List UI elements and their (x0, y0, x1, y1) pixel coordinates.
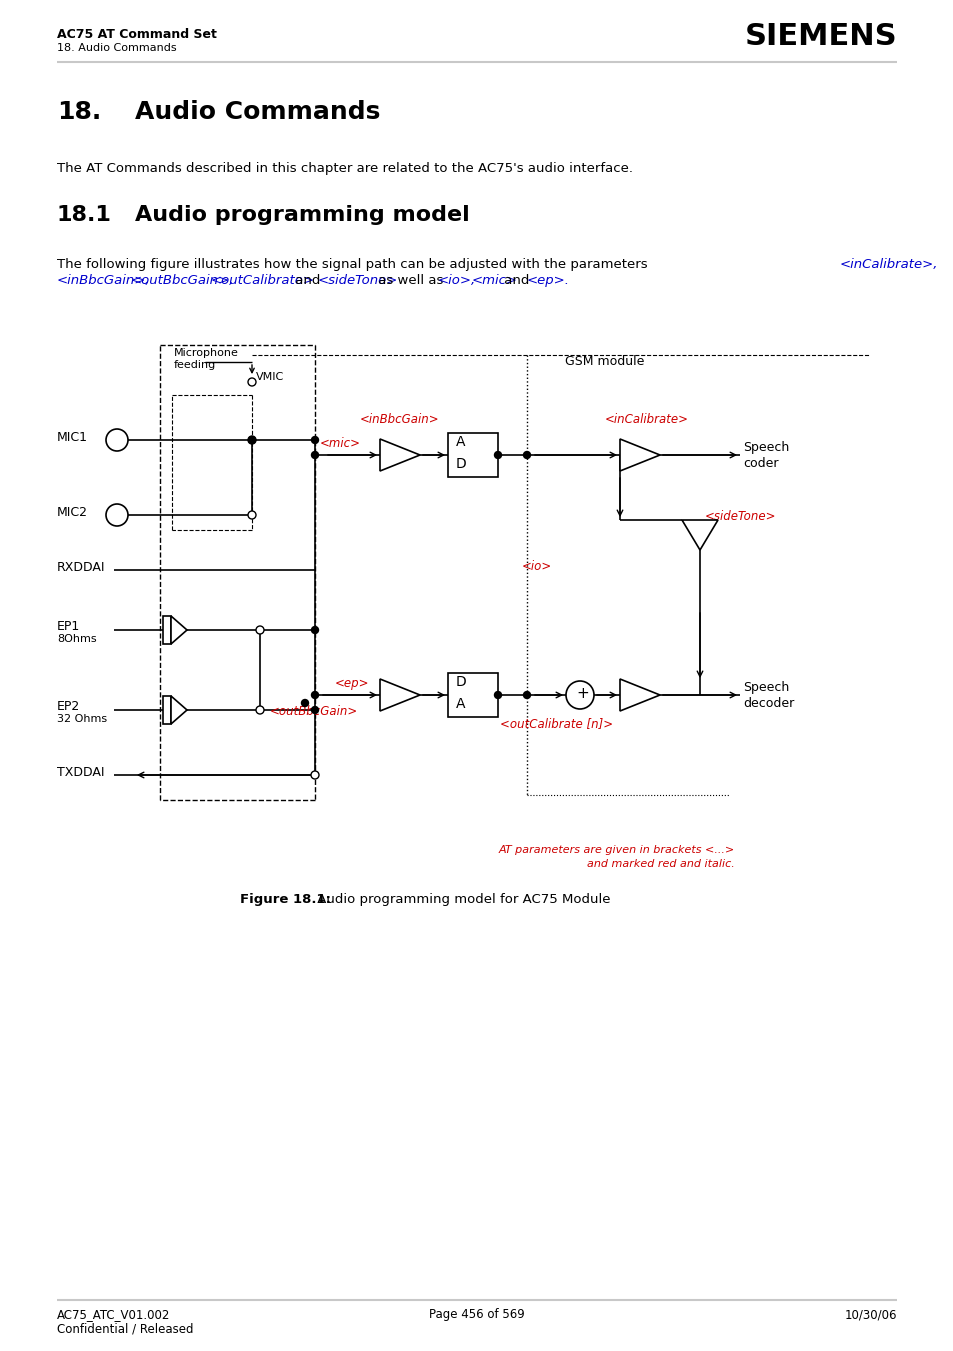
Text: <inCalibrate>,: <inCalibrate>, (840, 258, 938, 272)
Circle shape (312, 707, 318, 713)
Text: Page 456 of 569: Page 456 of 569 (429, 1308, 524, 1321)
Bar (448, 673, 497, 717)
Text: <inCalibrate>: <inCalibrate> (604, 413, 688, 426)
Text: TXDDAI: TXDDAI (57, 766, 105, 780)
Circle shape (494, 451, 501, 458)
Text: D: D (456, 676, 466, 689)
Text: AC75_ATC_V01.002: AC75_ATC_V01.002 (57, 1308, 171, 1321)
Circle shape (523, 451, 530, 458)
Text: <outBbcGain>,: <outBbcGain>, (131, 274, 234, 286)
Text: and: and (291, 274, 324, 286)
Circle shape (312, 692, 318, 698)
Text: EP2: EP2 (57, 700, 80, 713)
Bar (163, 696, 171, 724)
Text: Speech: Speech (742, 440, 788, 454)
Circle shape (248, 436, 255, 443)
Polygon shape (379, 680, 419, 711)
Text: The AT Commands described in this chapter are related to the AC75's audio interf: The AT Commands described in this chapte… (57, 162, 633, 176)
Circle shape (248, 511, 255, 519)
Text: <inBbcGain>,: <inBbcGain>, (57, 274, 151, 286)
Text: AC75 AT Command Set: AC75 AT Command Set (57, 28, 216, 41)
Text: <sideTone>: <sideTone> (316, 274, 397, 286)
Text: RXDDAI: RXDDAI (57, 561, 106, 574)
Text: 10/30/06: 10/30/06 (843, 1308, 896, 1321)
Text: and marked red and italic.: and marked red and italic. (587, 859, 734, 869)
Text: GSM module: GSM module (564, 355, 643, 367)
Text: <outBbcGain>: <outBbcGain> (270, 705, 358, 717)
Text: Microphone: Microphone (173, 349, 238, 358)
Text: A: A (456, 435, 465, 449)
Text: +: + (576, 686, 588, 701)
Text: AT parameters are given in brackets <...>: AT parameters are given in brackets <...… (498, 844, 734, 855)
Circle shape (248, 378, 255, 386)
Circle shape (106, 504, 128, 526)
Text: <ep>: <ep> (335, 677, 369, 690)
Text: Speech: Speech (742, 681, 788, 694)
Circle shape (255, 707, 264, 713)
Polygon shape (171, 616, 187, 644)
Circle shape (106, 430, 128, 451)
Text: 18.: 18. (57, 100, 101, 124)
Circle shape (565, 681, 594, 709)
Circle shape (494, 692, 501, 698)
Polygon shape (681, 520, 718, 550)
Polygon shape (171, 696, 187, 724)
Text: and: and (500, 274, 534, 286)
Circle shape (248, 436, 255, 444)
Circle shape (255, 626, 264, 634)
Bar (448, 434, 497, 477)
Circle shape (312, 627, 318, 634)
Text: <mic>: <mic> (472, 274, 517, 286)
Text: 8Ohms: 8Ohms (57, 634, 96, 644)
Circle shape (301, 700, 308, 707)
Text: 32 Ohms: 32 Ohms (57, 713, 107, 724)
Text: VMIC: VMIC (255, 372, 284, 382)
Text: <inBbcGain>: <inBbcGain> (359, 413, 439, 426)
Text: decoder: decoder (742, 697, 794, 711)
Text: <outCalibrate [n]>: <outCalibrate [n]> (499, 717, 613, 730)
Circle shape (311, 771, 318, 780)
Polygon shape (379, 439, 419, 471)
Polygon shape (619, 439, 659, 471)
Text: coder: coder (742, 457, 778, 470)
Text: <outCalibrate>: <outCalibrate> (211, 274, 314, 286)
Text: EP1: EP1 (57, 620, 80, 634)
Text: MIC2: MIC2 (57, 507, 88, 519)
Text: <io>,: <io>, (437, 274, 476, 286)
Text: Audio Commands: Audio Commands (135, 100, 380, 124)
Text: 18. Audio Commands: 18. Audio Commands (57, 43, 176, 53)
Text: Confidential / Released: Confidential / Released (57, 1323, 193, 1335)
Circle shape (312, 451, 318, 458)
Text: The following figure illustrates how the signal path can be adjusted with the pa: The following figure illustrates how the… (57, 258, 651, 272)
Text: MIC1: MIC1 (57, 431, 88, 444)
Circle shape (523, 692, 530, 698)
Text: Figure 18.1:: Figure 18.1: (240, 893, 331, 907)
Bar (163, 616, 171, 644)
Text: <io>: <io> (521, 561, 552, 573)
Text: <mic>: <mic> (319, 436, 360, 450)
Text: Audio programming model for AC75 Module: Audio programming model for AC75 Module (313, 893, 610, 907)
Text: <sideTone>: <sideTone> (704, 509, 776, 523)
Text: 18.1: 18.1 (57, 205, 112, 226)
Text: D: D (456, 457, 466, 471)
Text: A: A (456, 697, 465, 711)
Polygon shape (619, 680, 659, 711)
Text: Audio programming model: Audio programming model (135, 205, 469, 226)
Text: <ep>.: <ep>. (526, 274, 569, 286)
Text: feeding: feeding (173, 359, 216, 370)
Text: SIEMENS: SIEMENS (743, 22, 896, 51)
Text: as well as: as well as (374, 274, 448, 286)
Circle shape (312, 436, 318, 443)
